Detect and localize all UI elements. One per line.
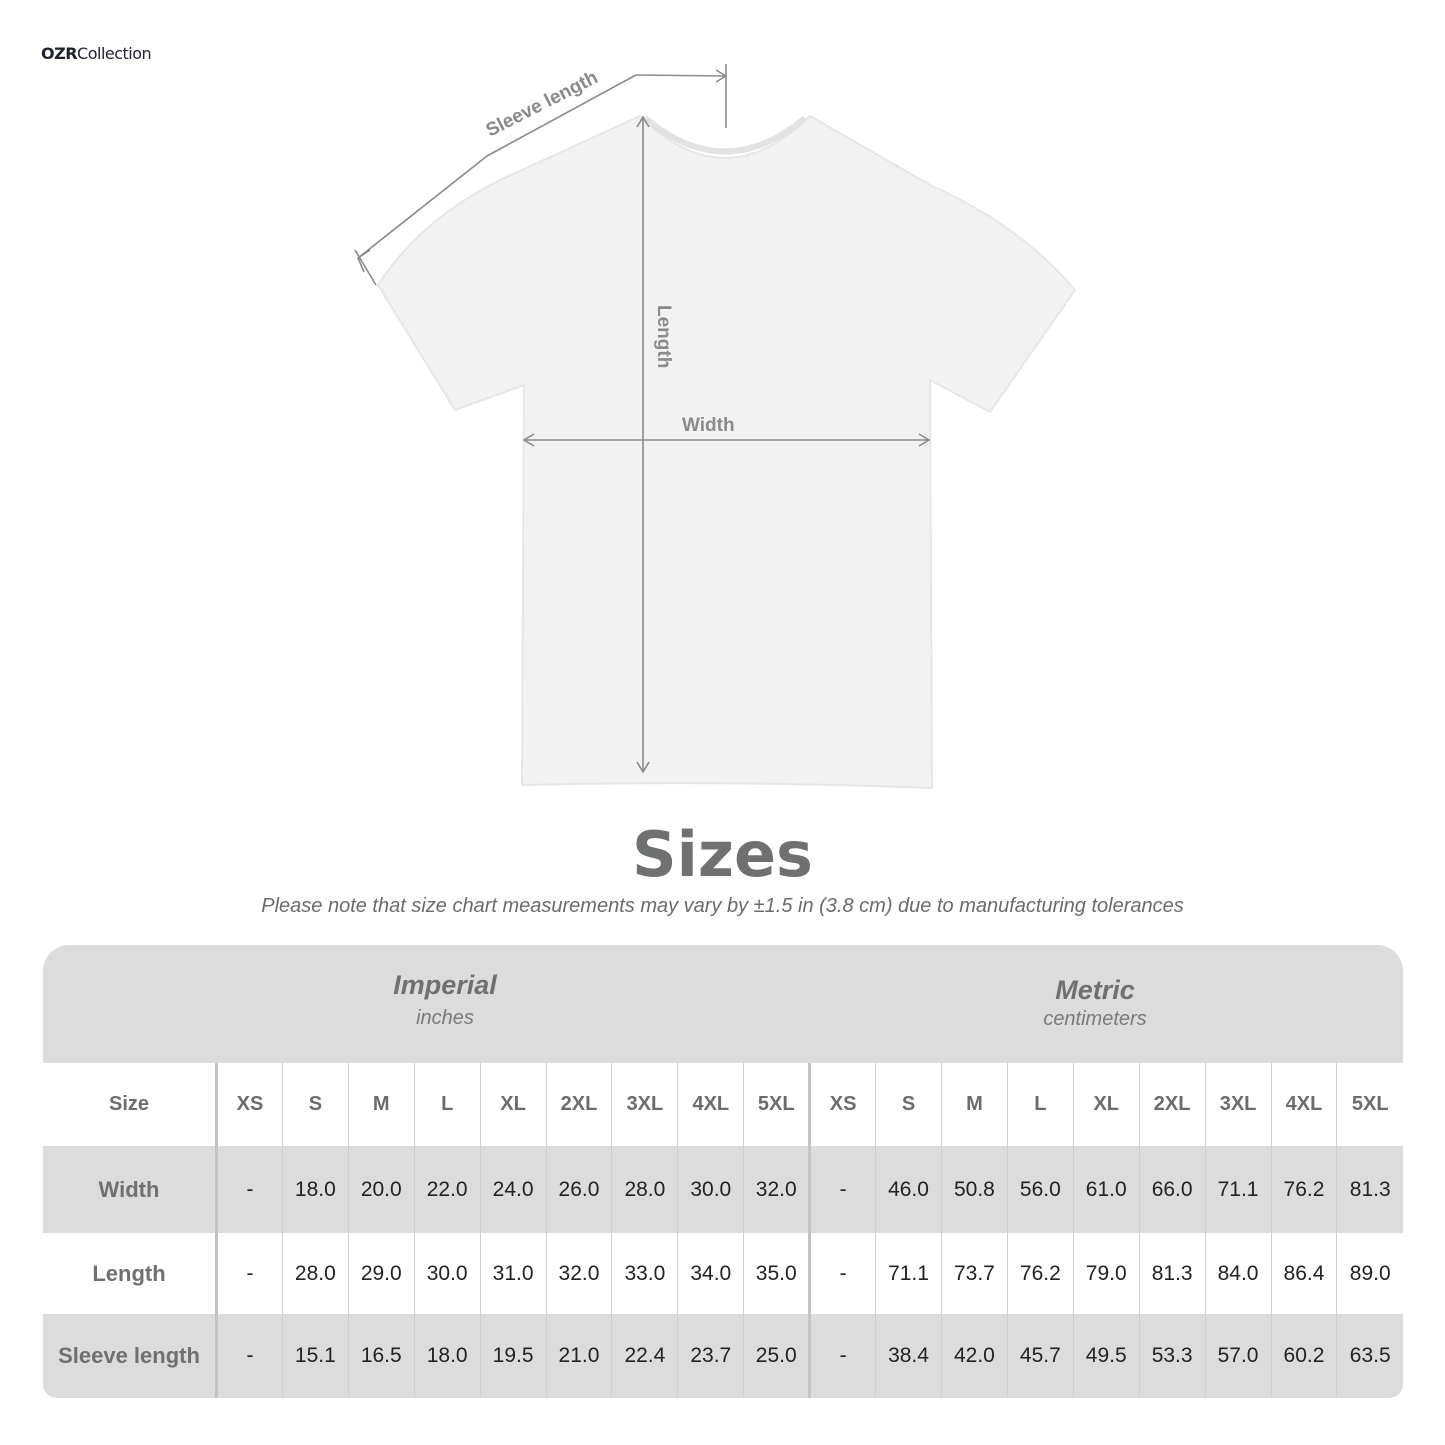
imperial-value-cell: 34.0 <box>677 1233 744 1314</box>
imperial-size-header: XL <box>479 1063 547 1146</box>
metric-value-cell: 71.1 <box>875 1233 942 1314</box>
imperial-value-cell: - <box>216 1314 283 1398</box>
metric-size-header: S <box>875 1063 942 1146</box>
metric-value-cell: 46.0 <box>875 1146 942 1233</box>
metric-header: Metric centimeters <box>865 975 1325 1031</box>
metric-value-cell: 42.0 <box>940 1314 1008 1398</box>
imperial-value-cell: 23.7 <box>677 1314 744 1398</box>
metric-value-cell: 84.0 <box>1204 1233 1271 1314</box>
imperial-value-cell: 24.0 <box>479 1146 547 1233</box>
metric-value-cell: - <box>808 1314 876 1398</box>
imperial-value-cell: 18.0 <box>281 1146 349 1233</box>
imperial-size-header: M <box>347 1063 415 1146</box>
imperial-unit: inches <box>416 1007 474 1029</box>
imperial-value-cell: 19.5 <box>479 1314 547 1398</box>
metric-size-header: L <box>1006 1063 1074 1146</box>
row-label: Width <box>43 1146 218 1233</box>
length-label: Length <box>653 305 674 368</box>
metric-value-cell: 45.7 <box>1006 1314 1074 1398</box>
metric-value-cell: 50.8 <box>940 1146 1008 1233</box>
imperial-value-cell: 21.0 <box>545 1314 612 1398</box>
tolerance-note: Please note that size chart measurements… <box>261 895 1184 917</box>
imperial-value-cell: 31.0 <box>479 1233 547 1314</box>
row-label: Length <box>43 1233 218 1314</box>
imperial-value-cell: 26.0 <box>545 1146 612 1233</box>
imperial-heading: Imperial <box>393 970 497 1000</box>
metric-heading: Metric <box>1055 975 1135 1005</box>
imperial-size-header: L <box>413 1063 481 1146</box>
imperial-size-header: 4XL <box>677 1063 744 1146</box>
imperial-value-cell: 35.0 <box>743 1233 810 1314</box>
imperial-value-cell: 16.5 <box>347 1314 415 1398</box>
metric-value-cell: 61.0 <box>1072 1146 1140 1233</box>
metric-value-cell: 79.0 <box>1072 1233 1140 1314</box>
imperial-value-cell: 25.0 <box>743 1314 810 1398</box>
imperial-value-cell: 18.0 <box>413 1314 481 1398</box>
metric-value-cell: 57.0 <box>1204 1314 1271 1398</box>
imperial-size-header: XS <box>216 1063 283 1146</box>
metric-size-header: 2XL <box>1138 1063 1206 1146</box>
imperial-size-header: 3XL <box>611 1063 678 1146</box>
metric-value-cell: 53.3 <box>1138 1314 1206 1398</box>
metric-value-cell: 73.7 <box>940 1233 1008 1314</box>
metric-size-header: 3XL <box>1204 1063 1271 1146</box>
width-label: Width <box>682 415 735 436</box>
size-header-row: Size XS S M L XL 2XL 3XL 4XL 5XL XS S M L XL 2XL 3XL 4XL 5… <box>43 1063 1403 1146</box>
size-table: Size XS S M L XL 2XL 3XL 4XL 5XL XS S M L XL 2XL 3XL 4XL 5… <box>43 1063 1403 1398</box>
page-title: Sizes <box>632 818 813 891</box>
metric-value-cell: 76.2 <box>1006 1233 1074 1314</box>
logo-bold: OZR <box>41 44 78 63</box>
metric-value-cell: 89.0 <box>1336 1233 1403 1314</box>
imperial-value-cell: 28.0 <box>281 1233 349 1314</box>
metric-value-cell: 56.0 <box>1006 1146 1074 1233</box>
metric-size-header: 4XL <box>1270 1063 1337 1146</box>
metric-size-header: M <box>940 1063 1008 1146</box>
imperial-size-header: 5XL <box>743 1063 810 1146</box>
metric-size-header: XS <box>808 1063 876 1146</box>
imperial-value-cell: 22.4 <box>611 1314 678 1398</box>
imperial-value-cell: 33.0 <box>611 1233 678 1314</box>
metric-size-header: 5XL <box>1336 1063 1403 1146</box>
size-label: Size <box>43 1063 218 1146</box>
metric-value-cell: 76.2 <box>1270 1146 1337 1233</box>
imperial-value-cell: 22.0 <box>413 1146 481 1233</box>
unit-header-band <box>43 945 1403 1063</box>
table-row: Length -28.0 29.0 30.0 31.0 32.0 33.0 34.0 35.0-… <box>43 1233 1403 1314</box>
table-row: Sleeve length -15.1 16.5 18.0 19.5 21.0 22.4 23… <box>43 1314 1403 1398</box>
imperial-value-cell: 32.0 <box>743 1146 810 1233</box>
metric-value-cell: 81.3 <box>1336 1146 1403 1233</box>
metric-value-cell: 49.5 <box>1072 1314 1140 1398</box>
metric-unit: centimeters <box>1043 1008 1147 1030</box>
metric-value-cell: 38.4 <box>875 1314 942 1398</box>
imperial-value-cell: - <box>216 1233 283 1314</box>
metric-value-cell: 63.5 <box>1336 1314 1403 1398</box>
imperial-size-header: S <box>281 1063 349 1146</box>
imperial-value-cell: 30.0 <box>677 1146 744 1233</box>
measure-lines <box>354 64 931 774</box>
table-row: Width -18.0 20.0 22.0 24.0 26.0 28.0 30.0 32.0-4… <box>43 1146 1403 1233</box>
metric-value-cell: 60.2 <box>1270 1314 1337 1398</box>
tshirt-shape <box>376 114 1077 790</box>
imperial-value-cell: 15.1 <box>281 1314 349 1398</box>
metric-value-cell: 81.3 <box>1138 1233 1206 1314</box>
tshirt-diagram: Sleeve length Length Width <box>354 64 1077 790</box>
imperial-value-cell: 32.0 <box>545 1233 612 1314</box>
metric-value-cell: - <box>808 1146 876 1233</box>
logo-rest: Collection <box>77 44 152 63</box>
imperial-value-cell: 28.0 <box>611 1146 678 1233</box>
imperial-value-cell: - <box>216 1146 283 1233</box>
imperial-value-cell: 30.0 <box>413 1233 481 1314</box>
imperial-header: Imperial inches <box>215 970 675 1030</box>
imperial-value-cell: 20.0 <box>347 1146 415 1233</box>
metric-value-cell: - <box>808 1233 876 1314</box>
imperial-size-header: 2XL <box>545 1063 612 1146</box>
row-label: Sleeve length <box>43 1314 218 1398</box>
metric-value-cell: 71.1 <box>1204 1146 1271 1233</box>
metric-value-cell: 66.0 <box>1138 1146 1206 1233</box>
brand-logo: OZRCollection <box>41 44 152 63</box>
imperial-value-cell: 29.0 <box>347 1233 415 1314</box>
metric-value-cell: 86.4 <box>1270 1233 1337 1314</box>
metric-size-header: XL <box>1072 1063 1140 1146</box>
